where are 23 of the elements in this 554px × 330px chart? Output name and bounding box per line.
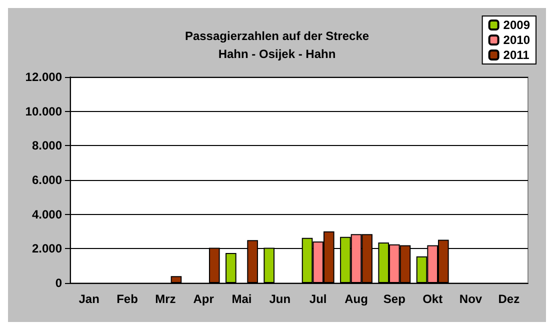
y-tick-label: 12.000 [25,70,62,84]
x-tick-label: Jul [309,292,327,306]
y-tick-label: 8.000 [32,138,62,153]
x-tick-label: Mai [232,292,252,306]
y-tick-label: 0 [55,276,62,290]
y-tick-label: 6.000 [32,173,62,187]
x-tick-label: Sep [383,292,406,306]
chart-title: Passagierzahlen auf der Strecke Hahn - Osijek - Hahn [184,29,370,61]
x-tick-label: Apr [193,292,214,306]
x-tick-label: Mrz [155,292,176,306]
x-tick-label: Aug [344,292,368,306]
y-tick-label: 2.000 [32,242,62,256]
y-tick-label: 4.000 [32,207,62,222]
x-tick-label: Okt [422,292,443,306]
x-tick-label: Jun [269,292,291,306]
x-tick-label: Nov [459,292,482,306]
x-tick-label: Feb [116,292,138,306]
y-tick-label: 10.000 [25,104,62,118]
legend-label: 2010 [503,33,530,47]
x-tick-label: Jan [78,292,100,306]
legend-label: 2011 [503,48,530,62]
legend-label: 2009 [503,18,530,32]
x-tick-label: Dez [498,292,520,306]
